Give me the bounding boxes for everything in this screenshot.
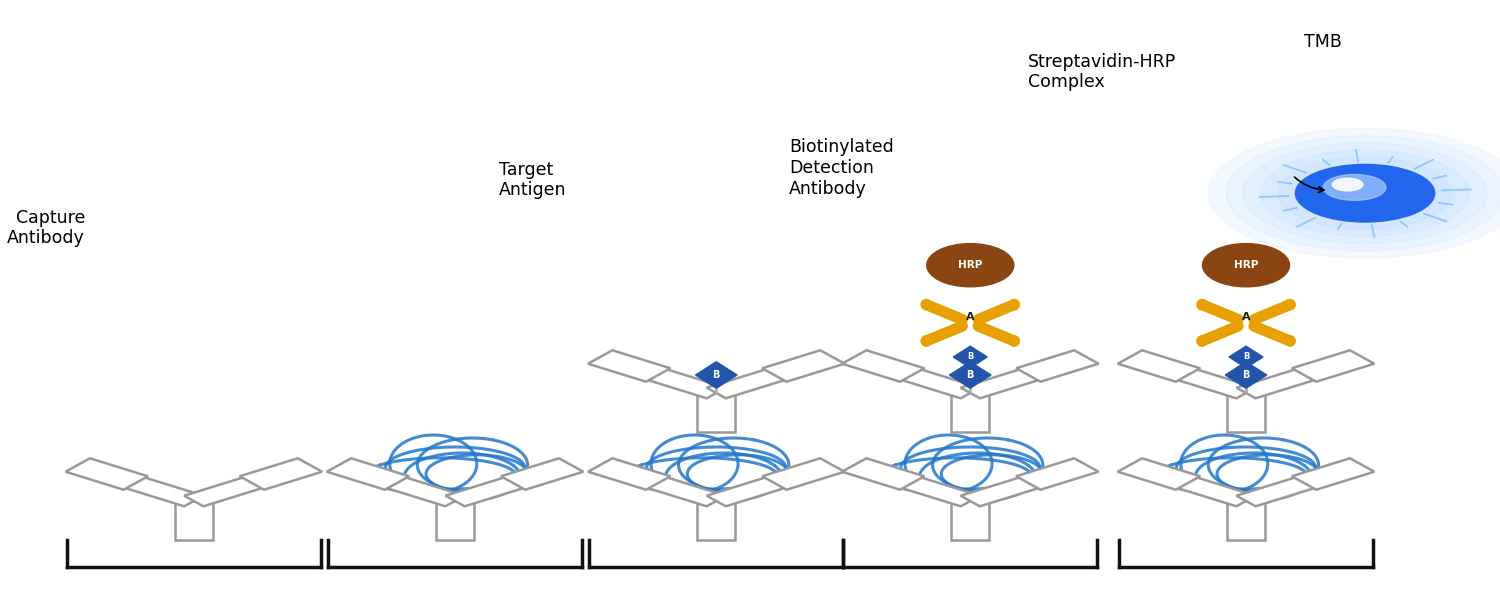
Polygon shape [240, 458, 322, 490]
Circle shape [1296, 164, 1434, 222]
Polygon shape [176, 501, 213, 540]
Polygon shape [620, 469, 726, 506]
Polygon shape [1228, 346, 1263, 368]
Text: Target
Antigen: Target Antigen [498, 161, 566, 199]
Polygon shape [1149, 469, 1256, 506]
Polygon shape [327, 458, 410, 490]
Ellipse shape [1203, 244, 1290, 287]
Polygon shape [706, 361, 813, 398]
Circle shape [1278, 157, 1452, 229]
Circle shape [1209, 128, 1500, 258]
Polygon shape [960, 361, 1066, 398]
Polygon shape [954, 346, 987, 368]
Polygon shape [501, 458, 584, 490]
Polygon shape [1118, 458, 1200, 490]
Text: TMB: TMB [1304, 33, 1342, 51]
Polygon shape [1227, 501, 1264, 540]
Polygon shape [960, 469, 1066, 506]
Polygon shape [620, 361, 726, 398]
Text: HRP: HRP [1234, 260, 1258, 270]
Polygon shape [762, 350, 844, 382]
Text: B: B [1242, 370, 1250, 380]
Circle shape [1323, 175, 1386, 200]
Polygon shape [1118, 350, 1200, 382]
Polygon shape [696, 362, 736, 388]
Polygon shape [98, 469, 204, 506]
Text: A: A [966, 312, 975, 322]
Polygon shape [1016, 350, 1098, 382]
Circle shape [1260, 150, 1470, 236]
Polygon shape [1016, 458, 1098, 490]
Polygon shape [951, 393, 988, 432]
Polygon shape [873, 469, 980, 506]
Polygon shape [842, 350, 924, 382]
Polygon shape [1236, 469, 1342, 506]
Text: Capture
Antibody: Capture Antibody [8, 209, 86, 247]
Polygon shape [588, 458, 670, 490]
Text: B: B [1244, 352, 1250, 361]
Text: Biotinylated
Detection
Antibody: Biotinylated Detection Antibody [789, 138, 894, 198]
Text: HRP: HRP [958, 260, 982, 270]
Polygon shape [1292, 458, 1374, 490]
Polygon shape [1226, 362, 1268, 388]
Polygon shape [698, 501, 735, 540]
Polygon shape [842, 458, 924, 490]
Polygon shape [1236, 361, 1342, 398]
Text: B: B [968, 352, 974, 361]
Polygon shape [446, 469, 552, 506]
Polygon shape [951, 501, 988, 540]
Polygon shape [436, 501, 474, 540]
Circle shape [1332, 178, 1364, 191]
Text: A: A [1242, 312, 1251, 322]
Polygon shape [698, 393, 735, 432]
Polygon shape [950, 362, 992, 388]
Polygon shape [66, 458, 148, 490]
Polygon shape [184, 469, 291, 506]
Polygon shape [873, 361, 980, 398]
Ellipse shape [927, 244, 1014, 287]
Text: Streptavidin-HRP
Complex: Streptavidin-HRP Complex [1029, 53, 1176, 91]
Circle shape [1244, 143, 1486, 244]
Polygon shape [588, 350, 670, 382]
Polygon shape [1149, 361, 1256, 398]
Circle shape [1226, 136, 1500, 251]
Text: B: B [966, 370, 974, 380]
Polygon shape [706, 469, 813, 506]
Text: B: B [712, 370, 720, 380]
Polygon shape [1227, 393, 1264, 432]
Polygon shape [1292, 350, 1374, 382]
Polygon shape [762, 458, 844, 490]
Polygon shape [358, 469, 465, 506]
